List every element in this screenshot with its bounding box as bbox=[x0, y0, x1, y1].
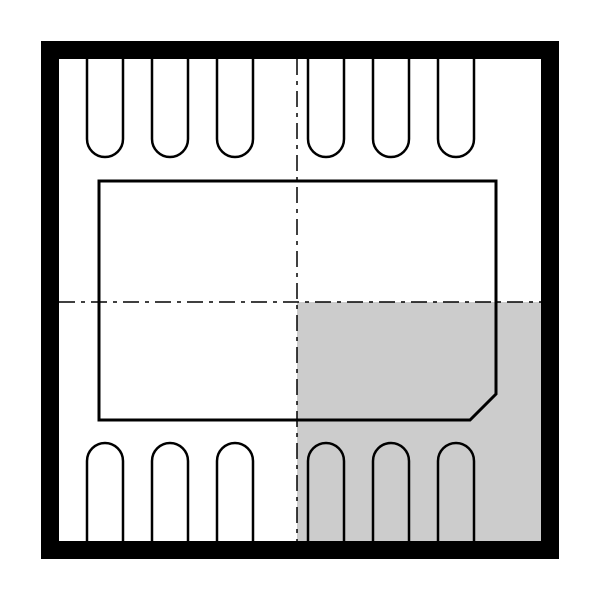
ic-package-diagram bbox=[0, 0, 600, 599]
shaded-quadrant bbox=[297, 302, 544, 544]
